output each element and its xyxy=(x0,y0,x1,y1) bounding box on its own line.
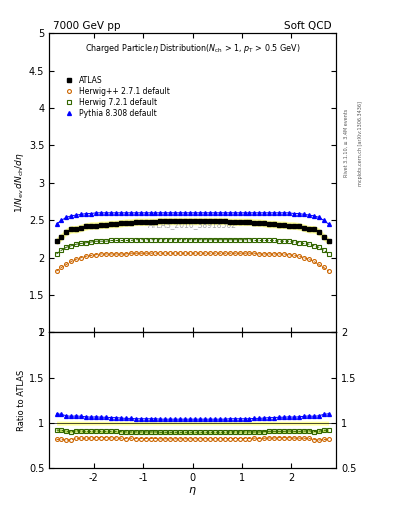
Y-axis label: $1/N_{\rm ev}\,dN_{\rm ch}/d\eta$: $1/N_{\rm ev}\,dN_{\rm ch}/d\eta$ xyxy=(13,153,26,214)
Pythia 8.308 default xyxy=(227,210,232,216)
Pythia 8.308 default xyxy=(267,210,272,216)
Herwig 7.2.1 default xyxy=(133,237,138,243)
Herwig++ 2.7.1 default xyxy=(54,268,59,274)
Herwig 7.2.1 default xyxy=(213,237,217,243)
Herwig 7.2.1 default xyxy=(227,237,232,243)
Herwig 7.2.1 default xyxy=(326,251,331,257)
Pythia 8.308 default xyxy=(59,217,64,223)
Pythia 8.308 default xyxy=(94,210,99,216)
Pythia 8.308 default xyxy=(213,210,217,216)
ATLAS xyxy=(153,219,158,225)
Herwig 7.2.1 default xyxy=(267,238,272,244)
Herwig 7.2.1 default xyxy=(59,247,64,253)
ATLAS xyxy=(237,219,242,225)
Text: mcplots.cern.ch [arXiv:1306.3436]: mcplots.cern.ch [arXiv:1306.3436] xyxy=(358,101,363,186)
ATLAS xyxy=(59,233,64,240)
Pythia 8.308 default xyxy=(237,210,242,216)
Text: 7000 GeV pp: 7000 GeV pp xyxy=(53,20,121,31)
X-axis label: $\eta$: $\eta$ xyxy=(188,485,197,497)
Herwig++ 2.7.1 default xyxy=(59,264,64,270)
ATLAS xyxy=(54,238,59,244)
Herwig++ 2.7.1 default xyxy=(158,250,163,257)
Line: Herwig++ 2.7.1 default: Herwig++ 2.7.1 default xyxy=(55,251,331,273)
Herwig 7.2.1 default xyxy=(237,237,242,243)
ATLAS xyxy=(213,218,217,224)
Text: Charged Particle$\,\eta\,$Distribution($N_{\rm ch}$ > 1, $p_{\rm T}$ > 0.5 GeV): Charged Particle$\,\eta\,$Distribution($… xyxy=(85,42,300,55)
Text: Soft QCD: Soft QCD xyxy=(285,20,332,31)
Herwig++ 2.7.1 default xyxy=(267,251,272,257)
Pythia 8.308 default xyxy=(158,210,163,216)
Line: Pythia 8.308 default: Pythia 8.308 default xyxy=(55,211,331,226)
Legend: ATLAS, Herwig++ 2.7.1 default, Herwig 7.2.1 default, Pythia 8.308 default: ATLAS, Herwig++ 2.7.1 default, Herwig 7.… xyxy=(59,73,173,121)
Pythia 8.308 default xyxy=(326,221,331,227)
ATLAS xyxy=(227,219,232,225)
Herwig++ 2.7.1 default xyxy=(237,250,242,257)
Herwig++ 2.7.1 default xyxy=(227,250,232,257)
ATLAS xyxy=(326,238,331,244)
Herwig++ 2.7.1 default xyxy=(213,250,217,257)
ATLAS xyxy=(158,218,163,224)
Herwig 7.2.1 default xyxy=(54,251,59,257)
Herwig 7.2.1 default xyxy=(158,237,163,243)
Herwig++ 2.7.1 default xyxy=(326,268,331,274)
Line: ATLAS: ATLAS xyxy=(55,219,331,243)
Pythia 8.308 default xyxy=(54,221,59,227)
Herwig++ 2.7.1 default xyxy=(129,250,133,257)
Line: Herwig 7.2.1 default: Herwig 7.2.1 default xyxy=(55,238,331,256)
Text: ATLAS_2010_S8918562: ATLAS_2010_S8918562 xyxy=(148,220,237,229)
Y-axis label: Ratio to ATLAS: Ratio to ATLAS xyxy=(17,370,26,431)
Text: Rivet 3.1.10, ≥ 3.4M events: Rivet 3.1.10, ≥ 3.4M events xyxy=(344,109,349,178)
ATLAS xyxy=(267,221,272,227)
